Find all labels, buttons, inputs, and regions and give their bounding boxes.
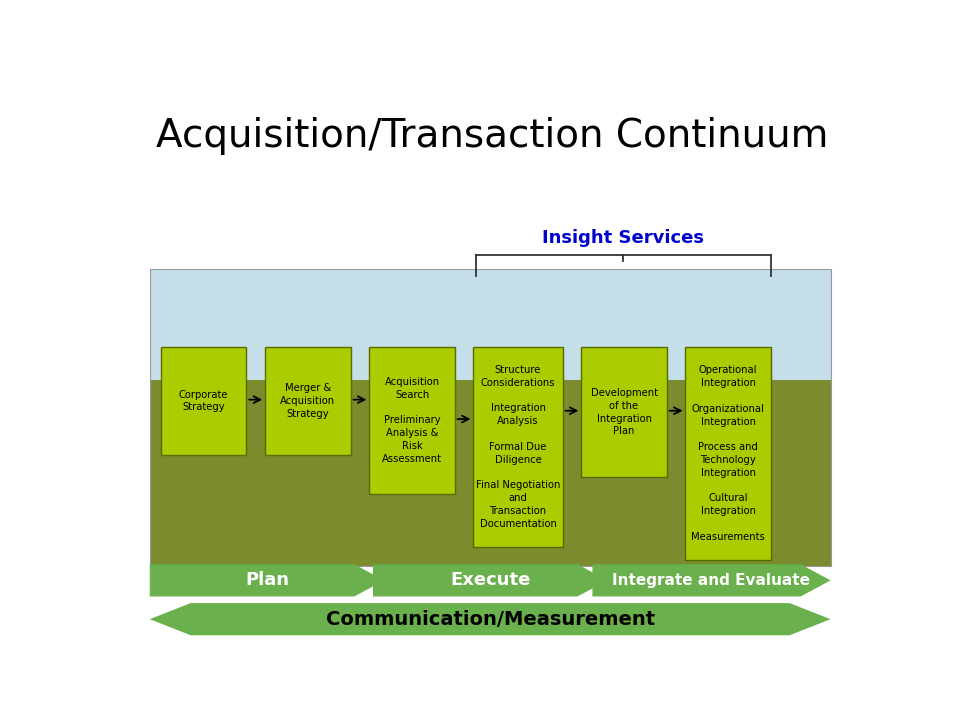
Bar: [265, 347, 350, 455]
Bar: [370, 347, 455, 494]
Text: Structure
Considerations

Integration
Analysis

Formal Due
Diligence

Final Nego: Structure Considerations Integration Ana…: [476, 365, 561, 528]
Polygon shape: [372, 564, 608, 596]
Text: Execute: Execute: [450, 572, 530, 590]
Polygon shape: [150, 603, 830, 635]
Text: Communication/Measurement: Communication/Measurement: [325, 610, 655, 629]
Text: Insight Services: Insight Services: [542, 229, 704, 247]
Text: Operational
Integration

Organizational
Integration

Process and
Technology
Inte: Operational Integration Organizational I…: [691, 366, 765, 542]
Text: Merger &
Acquisition
Strategy: Merger & Acquisition Strategy: [280, 383, 335, 419]
Bar: [150, 380, 830, 566]
Text: Acquisition
Search

Preliminary
Analysis &
Risk
Assessment: Acquisition Search Preliminary Analysis …: [382, 377, 442, 464]
Bar: [150, 269, 830, 380]
Polygon shape: [150, 564, 384, 596]
Text: Corporate
Strategy: Corporate Strategy: [179, 390, 228, 413]
Bar: [581, 347, 667, 477]
Text: Acquisition/Transaction Continuum: Acquisition/Transaction Continuum: [156, 117, 828, 156]
Bar: [161, 347, 247, 455]
Text: Plan: Plan: [245, 572, 289, 590]
Text: Integrate and Evaluate: Integrate and Evaluate: [612, 573, 810, 588]
Polygon shape: [592, 564, 830, 596]
Bar: [685, 347, 771, 560]
Text: Development
of the
Integration
Plan: Development of the Integration Plan: [590, 388, 658, 436]
Bar: [150, 269, 830, 566]
Bar: [473, 347, 563, 546]
